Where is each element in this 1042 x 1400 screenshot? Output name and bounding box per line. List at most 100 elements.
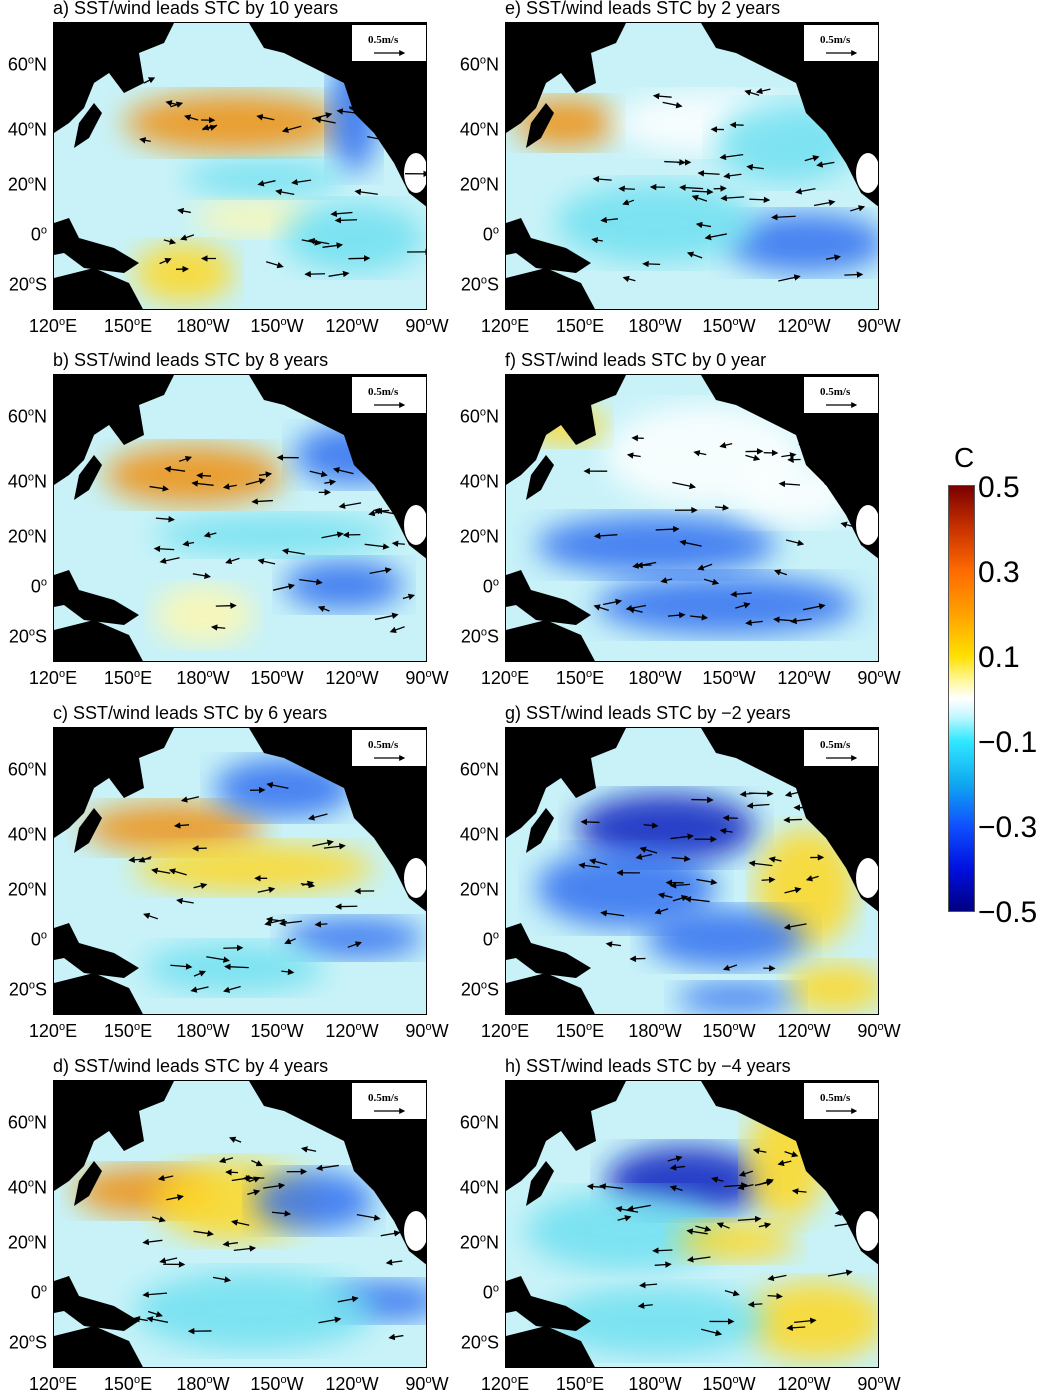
map-panel-a: a) SST/wind leads STC by 10 years 0.5m/s… [8,0,449,336]
lat-tick-label: 0o [30,224,47,245]
wind-vector [784,790,806,798]
wind-vector [771,213,796,221]
wind-vector [222,1240,238,1248]
wind-vector [840,521,855,528]
wind-vector [695,1225,712,1232]
wind-vector [348,255,371,262]
wind-vector [354,188,378,196]
land-australia [506,620,595,661]
lon-tick-label: 120oE [480,1374,530,1394]
wind-vector [265,261,284,269]
lat-tick-label: 20oS [8,1332,47,1353]
vector-legend-box [804,730,878,766]
lat-tick-label: 0o [482,224,499,245]
wind-vector [746,802,770,809]
wind-vector [622,275,636,283]
wind-vector [215,602,237,609]
wind-vector [844,271,864,278]
wind-vector [318,1316,342,1324]
colorbar-unit: C [954,442,975,473]
wind-vector [314,921,328,928]
wind-vector [247,1189,261,1196]
lat-tick-label: 20oS [460,979,499,1000]
wind-vector [746,164,764,171]
wind-vector [173,822,190,829]
lon-tick-label: 150oW [250,1021,304,1041]
lat-tick-label: 20oS [8,274,47,295]
wind-vector [334,217,358,224]
wind-vector [176,897,194,905]
wind-vector [379,1178,395,1186]
lon-tick-label: 120oW [325,316,379,336]
wind-vector [834,1220,855,1228]
lon-tick-label: 150oE [103,1021,153,1041]
lat-tick-label: 0o [30,576,47,597]
wind-vector [802,603,826,611]
sst-anomaly [154,585,254,645]
wind-vector [791,1188,807,1195]
lon-tick-label: 150oW [702,1021,756,1041]
wind-vector [642,260,661,268]
wind-vector [258,471,273,478]
wind-vector [193,1230,214,1237]
lat-tick-label: 60oN [7,54,47,75]
lon-tick-label: 180oW [628,1374,682,1394]
wind-vector [385,1259,403,1266]
wind-vector [861,447,878,454]
wind-vector [389,626,405,634]
lon-tick-label: 150oE [555,1374,605,1394]
wind-vector [679,539,702,547]
wind-vector [147,1310,163,1318]
wind-vector [839,111,863,119]
lon-tick-label: 150oW [250,668,304,688]
wind-vector [143,912,159,920]
wind-vector [330,210,353,217]
wind-vector [715,504,730,511]
lat-tick-label: 0o [482,576,499,597]
wind-vector [804,795,819,802]
lon-tick-label: 120oE [28,1374,78,1394]
map: 0.5m/s [505,727,879,1015]
wind-vector [783,923,807,931]
wind-vector [591,236,603,244]
map-panel-f: f) SST/wind leads STC by 0 year 0.5m/s 6… [460,350,901,688]
wind-vector [192,572,211,579]
wind-vector [222,483,237,490]
wind-vector [784,886,802,894]
wind-vector [388,1333,404,1341]
wind-vector [251,1159,263,1167]
wind-vector [748,860,773,867]
panel-title: d) SST/wind leads STC by 4 years [53,1056,329,1076]
wind-vector [206,956,230,963]
map: 0.5m/s [53,727,427,1015]
lon-tick-label: 120oE [28,316,78,336]
vector-legend-label: 0.5m/s [820,1092,851,1104]
wind-vector [755,87,771,95]
sst-anomaly [786,963,878,1013]
lon-tick-label: 150oW [702,668,756,688]
land-australia [506,1326,595,1367]
lat-tick-label: 40oN [7,119,47,140]
wind-vector [748,790,774,797]
colorbar-tick-label: −0.5 [978,896,1038,929]
wind-vector [639,1281,658,1289]
lat-tick-label: 20oS [460,1332,499,1353]
lon-tick-label: 90oW [857,316,901,336]
wind-vector [143,77,156,84]
colorbar [948,485,975,912]
wind-vector [767,1274,787,1282]
wind-vector [133,1315,148,1323]
land-asia [506,23,626,133]
wind-vector [720,194,745,202]
land-maritime-continent [54,570,139,625]
lon-tick-label: 120oW [325,1021,379,1041]
panel-title: b) SST/wind leads STC by 8 years [53,350,329,370]
wind-vector [256,114,275,121]
sst-anomaly [284,918,424,958]
lat-tick-label: 20oN [459,1232,499,1253]
lon-tick-label: 180oW [176,316,230,336]
wind-vector [314,116,336,124]
wind-vector [225,1169,239,1176]
gulf-of-mexico [856,1211,878,1251]
map: 0.5m/s [53,1080,427,1368]
